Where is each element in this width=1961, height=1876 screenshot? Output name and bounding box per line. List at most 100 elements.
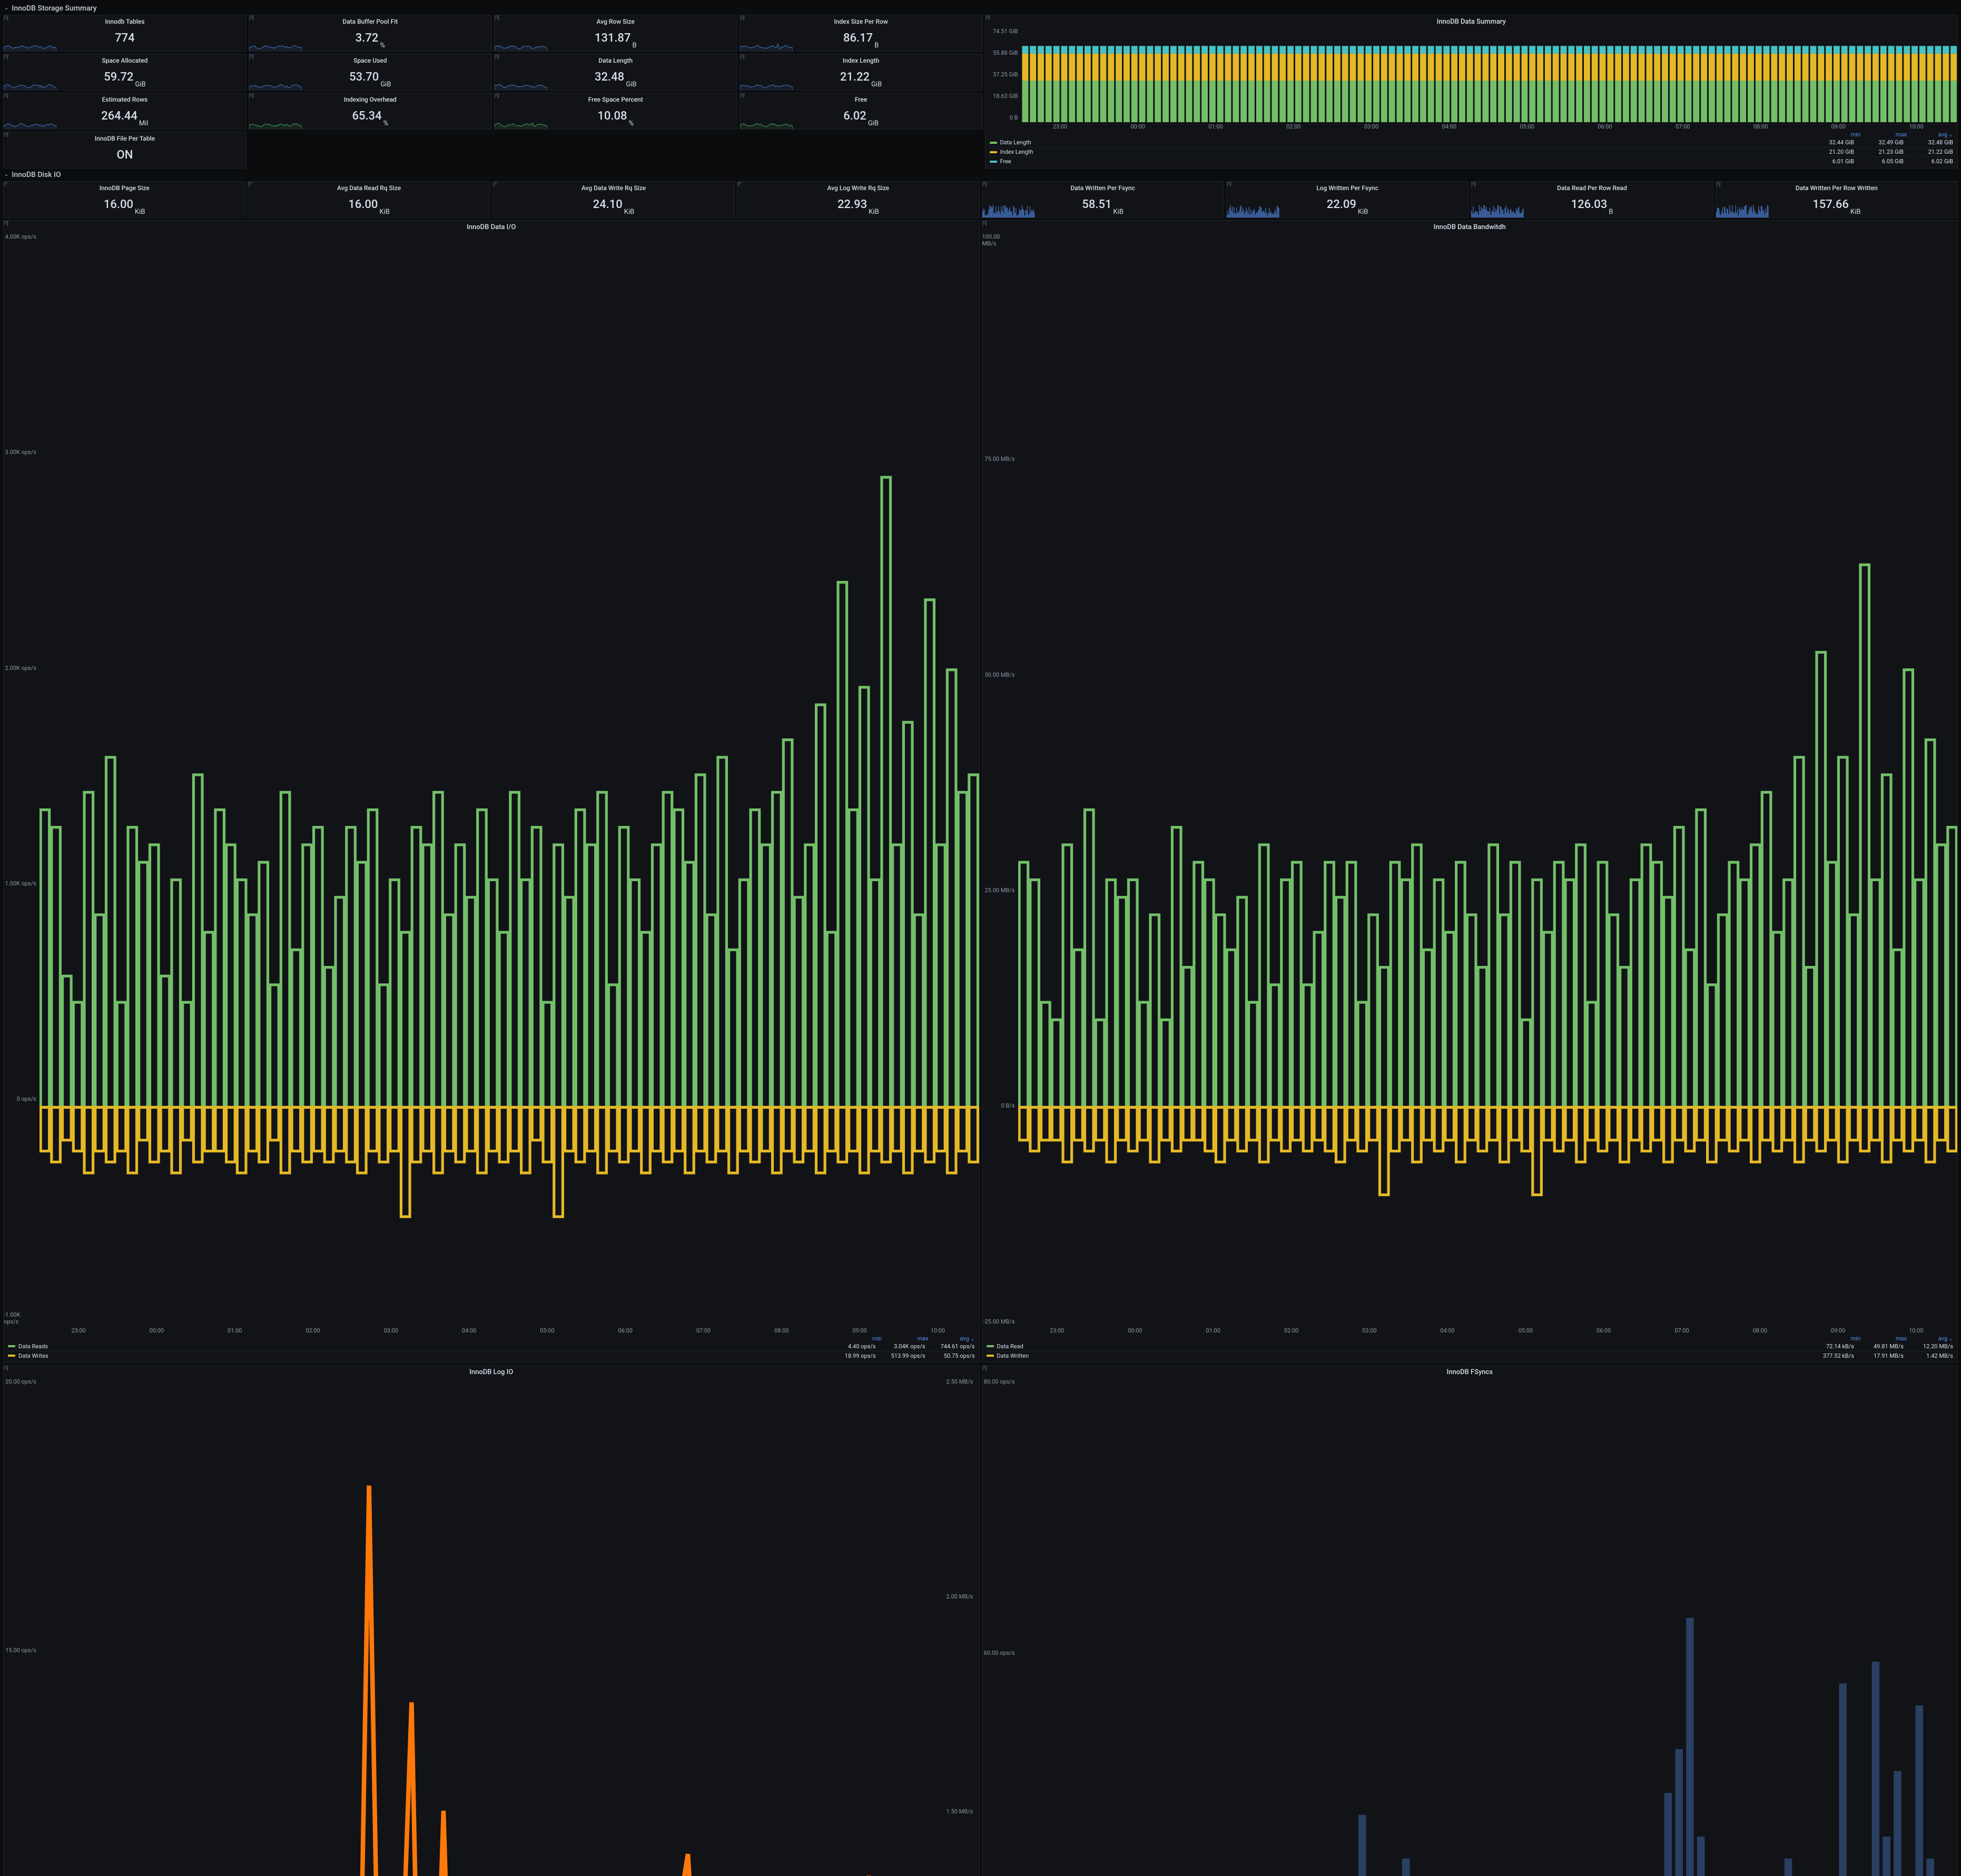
legend-avg: 21.22 GiB xyxy=(1907,149,1953,155)
sparkline xyxy=(740,114,793,129)
info-icon[interactable]: i xyxy=(743,94,745,100)
legend-color-icon xyxy=(987,1345,994,1347)
stat-panel-log_per_fsync[interactable]: i Log Written Per Fsync 22.09 KiB xyxy=(1226,181,1469,218)
legend-color-icon xyxy=(8,1345,15,1347)
info-icon[interactable]: i xyxy=(7,16,8,22)
legend-row[interactable]: Data Read 72.14 kB/s 49.81 MB/s 12.20 MB… xyxy=(987,1342,1954,1351)
stat-panel-avg_row[interactable]: i Avg Row Size 131.87 B xyxy=(494,15,737,52)
stat-unit: KiB xyxy=(869,208,879,218)
info-icon[interactable]: i xyxy=(1719,182,1721,188)
legend-avg: 12.20 MB/s xyxy=(1907,1343,1953,1350)
legend-color-icon xyxy=(990,142,997,144)
stat-title: Data Length xyxy=(495,54,737,64)
stat-panel-free[interactable]: i Free 6.02 GiB xyxy=(740,93,983,130)
stat-panel-space_used[interactable]: i Space Used 53.70 GiB xyxy=(249,54,492,91)
chart-plot[interactable] xyxy=(1021,27,1958,122)
stat-title: Index Size Per Row xyxy=(740,15,982,25)
stat-panel-est_rows[interactable]: i Estimated Rows 264.44 Mil xyxy=(3,93,247,130)
info-icon[interactable]: i xyxy=(7,55,8,61)
legend-min: 377.52 kB/s xyxy=(1808,1352,1854,1359)
chart-plot[interactable] xyxy=(1018,232,1958,1326)
info-icon[interactable]: i xyxy=(7,94,8,100)
legend-row[interactable]: Data Written 377.52 kB/s 17.91 MB/s 1.42… xyxy=(987,1351,1954,1360)
stat-title: Innodb Tables xyxy=(4,15,246,25)
chart-plot[interactable] xyxy=(1018,1377,1958,1876)
legend-min: 32.44 GiB xyxy=(1808,139,1854,146)
info-icon[interactable]: i xyxy=(498,94,499,100)
info-icon[interactable]: i xyxy=(252,94,254,100)
section-toggle-diskio[interactable]: ⌄ InnoDB Disk IO xyxy=(3,169,1958,181)
stat-panel-data_len[interactable]: i Data Length 32.48 GiB xyxy=(494,54,737,91)
section-title: InnoDB Disk IO xyxy=(12,171,61,179)
info-icon[interactable]: i xyxy=(7,133,8,139)
stat-panel-index_len[interactable]: i Index Length 21.22 GiB xyxy=(740,54,983,91)
legend-header[interactable]: minmaxavg xyxy=(990,131,1954,138)
y-axis-right: 2.50 MB/s2.00 MB/s1.50 MB/s1.00 MB/s500.… xyxy=(943,1377,979,1876)
legend-row[interactable]: Data Length 32.44 GiB 32.49 GiB 32.48 Gi… xyxy=(990,138,1954,147)
logio-panel[interactable]: i InnoDB Log IO 20.00 ops/s15.00 ops/s10… xyxy=(3,1365,980,1876)
stat-title: Data Written Per Row Written xyxy=(1716,182,1957,192)
stat-panel-avg_read_rq[interactable]: Avg Data Read Rq Size 16.00 KiB xyxy=(248,181,490,218)
stat-value: 264.44 xyxy=(101,110,137,123)
stat-unit: GiB xyxy=(380,81,391,90)
info-icon[interactable]: i xyxy=(7,1366,8,1372)
stat-value: 10.08 xyxy=(597,110,627,123)
section-toggle-storage[interactable]: ⌄ InnoDB Storage Summary xyxy=(3,2,1958,15)
legend-min: 4.40 ops/s xyxy=(830,1343,876,1350)
info-icon[interactable]: i xyxy=(7,221,8,227)
stat-panel-avg_log_rq[interactable]: Avg Log Write Rq Size 22.93 KiB xyxy=(737,181,979,218)
stat-panel-write_per_row[interactable]: i Data Written Per Row Written 157.66 Ki… xyxy=(1716,181,1958,218)
stat-panel-read_per_row[interactable]: i Data Read Per Row Read 126.03 B xyxy=(1471,181,1713,218)
stat-unit: KiB xyxy=(135,208,145,218)
stat-panel-buffer_fit[interactable]: i Data Buffer Pool Fit 3.72 % xyxy=(249,15,492,52)
stat-unit: % xyxy=(628,120,634,129)
legend-header[interactable]: minmaxavg xyxy=(987,1335,1954,1342)
info-icon[interactable]: i xyxy=(1230,182,1231,188)
stat-unit: KiB xyxy=(1358,208,1368,218)
chart-plot[interactable] xyxy=(40,232,979,1326)
info-icon[interactable]: i xyxy=(986,221,987,227)
legend-color-icon xyxy=(8,1355,15,1357)
chart-plot[interactable] xyxy=(40,1377,943,1876)
info-icon[interactable]: i xyxy=(986,182,987,188)
stat-unit: GiB xyxy=(135,81,145,90)
sparkline xyxy=(740,75,793,90)
stat-value: 86.17 xyxy=(843,32,873,45)
info-icon[interactable]: i xyxy=(498,55,499,61)
legend-row[interactable]: Free 6.01 GiB 6.05 GiB 6.02 GiB xyxy=(990,157,1954,166)
legend-header[interactable]: minmaxavg xyxy=(8,1335,975,1342)
legend-row[interactable]: Data Writes 18.99 ops/s 513.99 ops/s 50.… xyxy=(8,1351,975,1360)
stat-panel-w_per_fsync[interactable]: i Data Written Per Fsync 58.51 KiB xyxy=(982,181,1224,218)
sparkline xyxy=(982,203,1035,218)
info-icon[interactable]: i xyxy=(498,16,499,22)
stat-value: 157.66 xyxy=(1812,198,1849,211)
stat-panel-space_alloc[interactable]: i Space Allocated 59.72 GiB xyxy=(3,54,247,91)
bandwidth-panel[interactable]: i InnoDB Data Bandwitdh 100.00 MB/s75.00… xyxy=(982,220,1958,1363)
stat-panel-idx_per_row[interactable]: i Index Size Per Row 86.17 B xyxy=(740,15,983,52)
innodb-data-summary-panel[interactable]: i InnoDB Data Summary 74.51 GiB55.88 GiB… xyxy=(985,15,1958,169)
info-icon[interactable]: i xyxy=(1474,182,1476,188)
legend-row[interactable]: Index Length 21.20 GiB 21.23 GiB 21.22 G… xyxy=(990,147,1954,157)
stat-panel-free_pct[interactable]: i Free Space Percent 10.08 % xyxy=(494,93,737,130)
legend-row[interactable]: Data Reads 4.40 ops/s 3.04K ops/s 744.61… xyxy=(8,1342,975,1351)
legend-avg: 744.61 ops/s xyxy=(929,1343,975,1350)
info-icon[interactable]: i xyxy=(743,16,745,22)
stat-value: 58.51 xyxy=(1082,198,1111,211)
info-icon[interactable]: i xyxy=(252,55,254,61)
stat-panel-page_size[interactable]: InnoDB Page Size 16.00 KiB xyxy=(3,181,245,218)
stat-panel-file_per_tbl[interactable]: i InnoDB File Per Table ON xyxy=(3,132,247,169)
sparkline xyxy=(249,36,302,51)
dataio-panel[interactable]: i InnoDB Data I/O 4.00K ops/s3.00K ops/s… xyxy=(3,220,980,1363)
stat-unit: KiB xyxy=(1113,208,1124,218)
info-icon[interactable]: i xyxy=(989,16,990,22)
sparkline xyxy=(740,36,793,51)
fsyncs-panel[interactable]: i InnoDB FSyncs 80.00 ops/s60.00 ops/s40… xyxy=(982,1365,1958,1876)
stat-unit: B xyxy=(874,42,879,51)
stat-panel-tables[interactable]: i Innodb Tables 774 xyxy=(3,15,247,52)
info-icon[interactable]: i xyxy=(986,1366,987,1372)
stat-panel-avg_write_rq[interactable]: Avg Data Write Rq Size 24.10 KiB xyxy=(492,181,735,218)
stat-panel-idx_overhead[interactable]: i Indexing Overhead 65.34 % xyxy=(249,93,492,130)
legend-min: 21.20 GiB xyxy=(1808,149,1854,155)
info-icon[interactable]: i xyxy=(743,55,745,61)
info-icon[interactable]: i xyxy=(252,16,254,22)
